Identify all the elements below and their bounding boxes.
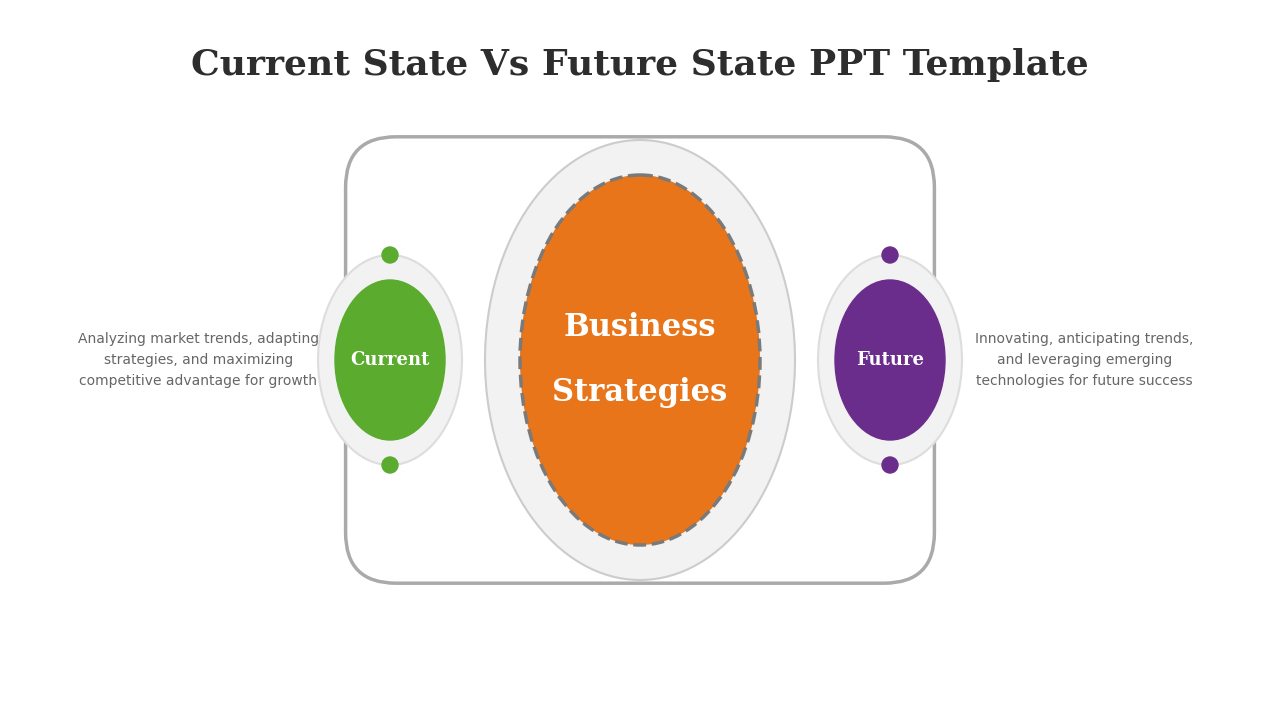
Circle shape [381,247,398,263]
Text: Innovating, anticipating trends,
and leveraging emerging
technologies for future: Innovating, anticipating trends, and lev… [975,333,1193,387]
Text: Current: Current [351,351,430,369]
Text: Analyzing market trends, adapting
strategies, and maximizing
competitive advanta: Analyzing market trends, adapting strate… [78,333,319,387]
Ellipse shape [835,280,945,440]
Ellipse shape [818,255,963,465]
Text: Business: Business [563,312,717,343]
Circle shape [882,457,899,473]
Text: Current State Vs Future State PPT Template: Current State Vs Future State PPT Templa… [191,48,1089,82]
Circle shape [882,247,899,263]
Text: Future: Future [856,351,924,369]
Ellipse shape [317,255,462,465]
Ellipse shape [485,140,795,580]
Ellipse shape [335,280,445,440]
Circle shape [381,457,398,473]
Ellipse shape [520,175,760,545]
Text: Strategies: Strategies [553,377,727,408]
